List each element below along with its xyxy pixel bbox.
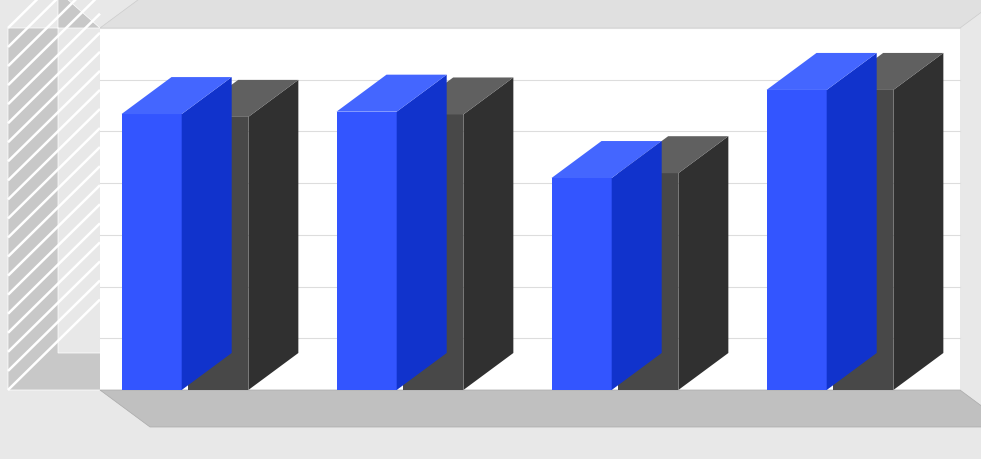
Polygon shape <box>248 80 298 390</box>
Polygon shape <box>766 53 877 90</box>
Polygon shape <box>188 117 248 390</box>
Polygon shape <box>618 136 728 173</box>
Polygon shape <box>100 0 981 28</box>
Polygon shape <box>336 75 446 112</box>
Polygon shape <box>833 53 944 90</box>
Polygon shape <box>618 173 678 390</box>
Polygon shape <box>122 114 181 390</box>
Polygon shape <box>403 114 463 390</box>
Polygon shape <box>463 78 513 390</box>
Polygon shape <box>766 90 827 390</box>
Polygon shape <box>122 77 232 114</box>
Polygon shape <box>612 141 662 390</box>
Polygon shape <box>336 112 396 390</box>
Polygon shape <box>827 53 877 390</box>
Polygon shape <box>551 141 662 178</box>
Polygon shape <box>100 390 981 427</box>
Polygon shape <box>678 136 728 390</box>
Polygon shape <box>188 80 298 117</box>
Polygon shape <box>894 53 944 390</box>
Polygon shape <box>833 90 894 390</box>
Polygon shape <box>551 178 612 390</box>
Polygon shape <box>181 77 232 390</box>
Polygon shape <box>100 28 960 390</box>
Polygon shape <box>396 75 446 390</box>
Polygon shape <box>8 0 150 390</box>
Polygon shape <box>403 78 513 114</box>
